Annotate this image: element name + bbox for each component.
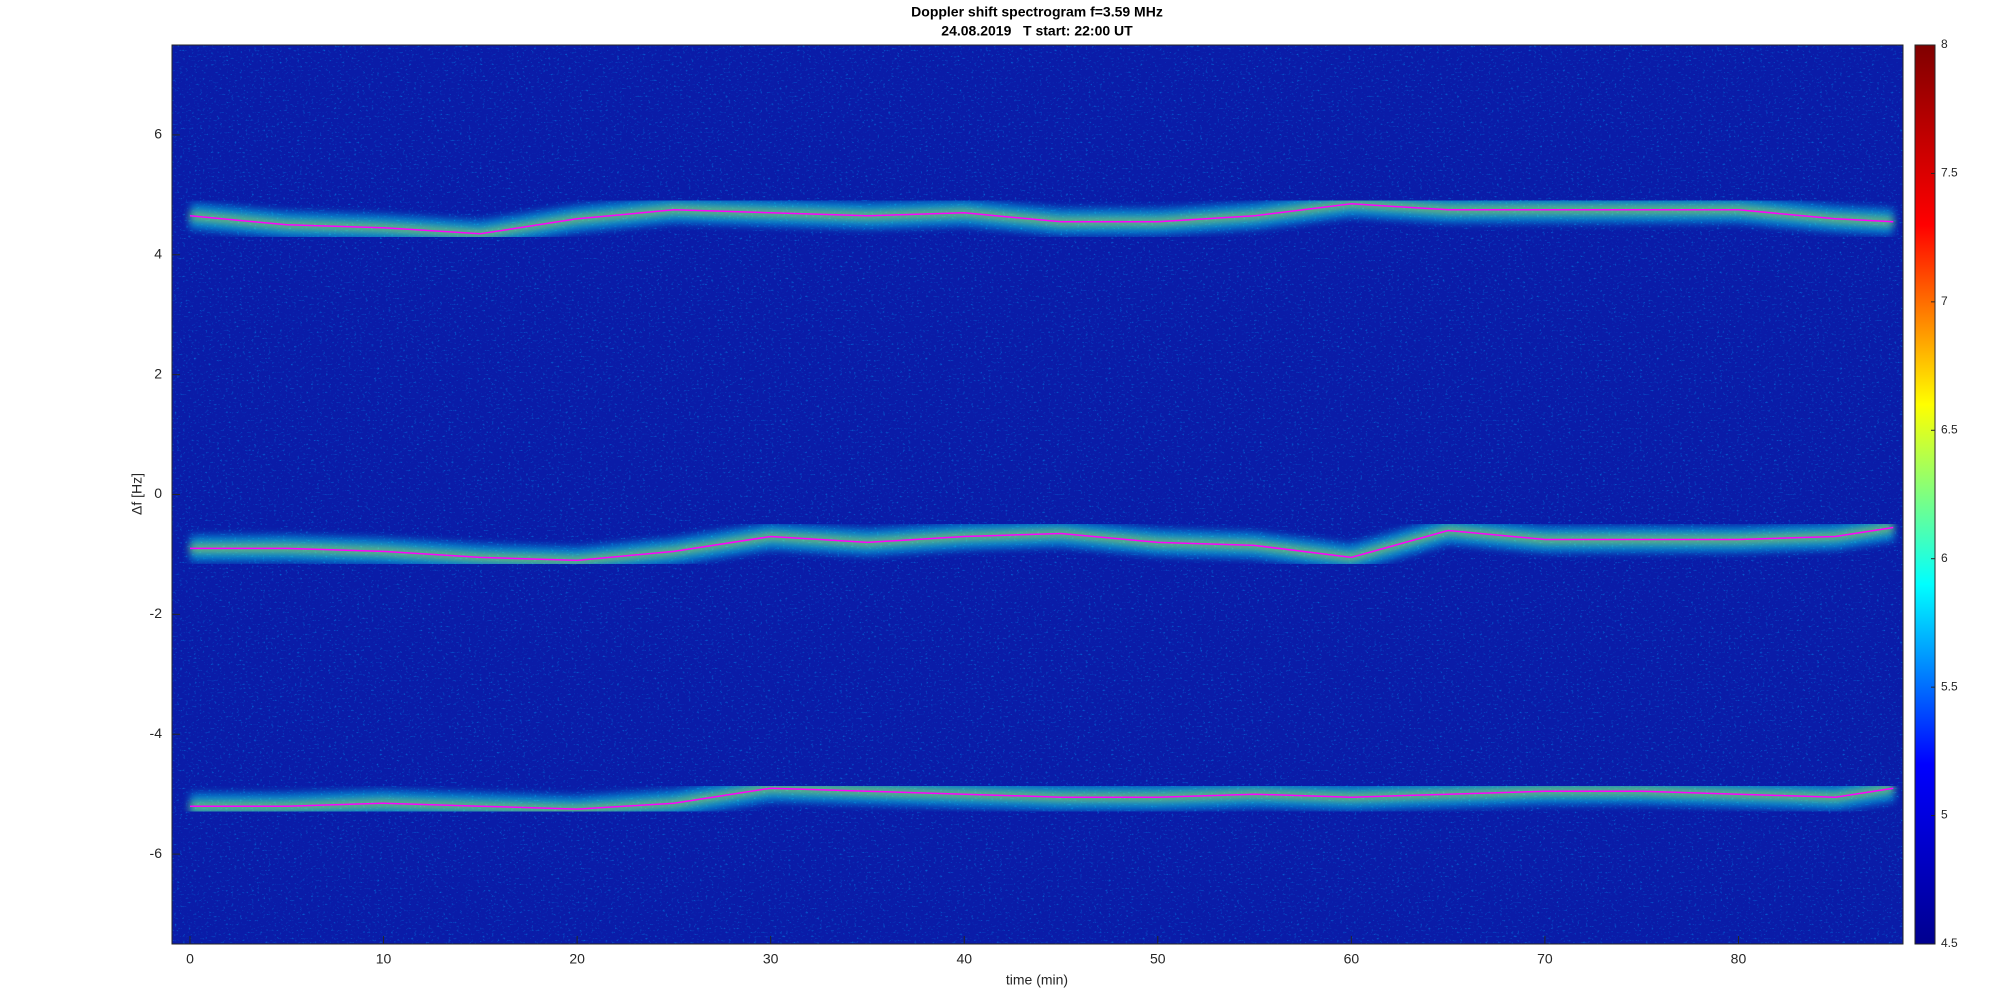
x-tick-label: 50 <box>1150 951 1166 967</box>
x-axis-label: time (min) <box>1006 972 1068 988</box>
traces <box>188 190 1896 823</box>
y-axis-label: Δf [Hz] <box>129 473 145 515</box>
colorbar <box>1914 44 1936 945</box>
colorbar-tick-label: 4.5 <box>1941 936 1958 950</box>
y-tick-label: 0 <box>154 485 162 501</box>
colorbar-tick-label: 7 <box>1941 294 1948 308</box>
trace-line <box>190 526 1894 562</box>
y-tick-label: 6 <box>154 126 162 142</box>
x-tick-label: 40 <box>956 951 972 967</box>
y-tick-label: -6 <box>150 845 163 861</box>
chart-subtitle: 24.08.2019 T start: 22:00 UT <box>941 23 1133 39</box>
x-tick-label: 30 <box>763 951 779 967</box>
x-tick-label: 70 <box>1537 951 1553 967</box>
chart-title: Doppler shift spectrogram f=3.59 MHz <box>911 4 1163 20</box>
x-tick-label: 60 <box>1344 951 1360 967</box>
x-tick-label: 80 <box>1731 951 1747 967</box>
y-tick-label: -4 <box>150 725 163 741</box>
trace-line <box>190 787 1894 810</box>
colorbar-tick-label: 8 <box>1941 37 1948 51</box>
x-tick-label: 0 <box>186 951 194 967</box>
colorbar-tick-label: 6.5 <box>1941 422 1958 436</box>
trace-line <box>189 203 1894 235</box>
colorbar-tick-label: 7.5 <box>1941 166 1958 180</box>
colorbar-tick-label: 6 <box>1941 551 1948 565</box>
colorbar-tick-label: 5.5 <box>1941 679 1958 693</box>
x-tick-label: 10 <box>376 951 392 967</box>
x-tick-label: 20 <box>569 951 585 967</box>
y-tick-label: 2 <box>154 365 162 381</box>
y-tick-label: -2 <box>150 605 163 621</box>
y-tick-label: 4 <box>154 245 162 261</box>
colorbar-tick-label: 5 <box>1941 808 1948 822</box>
